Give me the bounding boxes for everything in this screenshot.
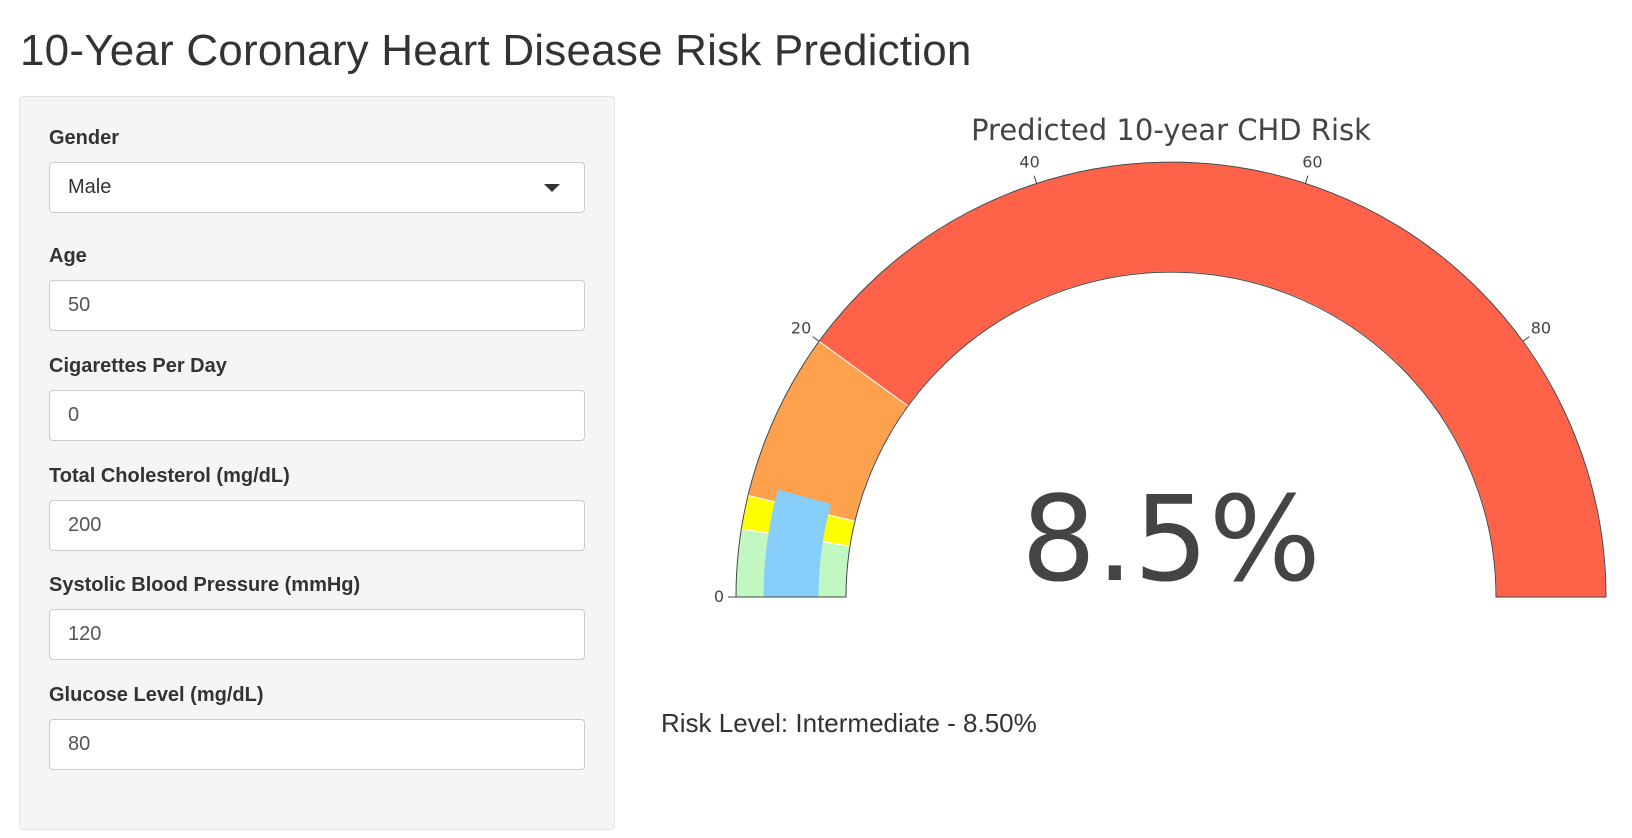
gauge-outline	[735, 161, 1607, 598]
gauge-value-bar	[763, 489, 831, 597]
gauge-tick-20	[812, 336, 820, 342]
gauge-tick-label-60: 60	[1302, 152, 1322, 171]
page-title: 10-Year Coronary Heart Disease Risk Pred…	[20, 26, 972, 75]
blood-pressure-input[interactable]: 120	[49, 609, 585, 660]
glucose-label: Glucose Level (mg/dL)	[49, 684, 264, 706]
cholesterol-input[interactable]: 200	[49, 500, 585, 551]
gauge-tick-80	[1522, 336, 1530, 342]
gender-selected-value: Male	[68, 176, 112, 198]
blood-pressure-label: Systolic Blood Pressure (mmHg)	[49, 574, 361, 596]
gauge-tick-label-40: 40	[1019, 152, 1039, 171]
risk-level-text: Risk Level: Intermediate - 8.50%	[661, 708, 1037, 738]
age-input[interactable]: 50	[49, 280, 585, 331]
cigarettes-input[interactable]: 0	[49, 390, 585, 441]
input-panel: Gender Male Age 50 Cigarettes Per Day 0 …	[19, 96, 615, 830]
gauge-title: Predicted 10-year CHD Risk	[971, 113, 1371, 147]
gender-label: Gender	[49, 127, 120, 149]
gauge-tick-40	[1033, 175, 1038, 184]
glucose-input[interactable]: 80	[49, 719, 585, 770]
gauge-tick-label-0: 0	[714, 587, 724, 606]
gauge-value: 8.5%	[1021, 470, 1321, 608]
gauge-tick-label-80: 80	[1531, 318, 1551, 337]
caret-down-icon	[544, 184, 560, 192]
age-label: Age	[49, 245, 87, 267]
gender-select[interactable]: Male	[49, 162, 585, 213]
risk-gauge-chart: Predicted 10-year CHD Risk 0 20 40 60 80 8.5…	[714, 113, 1607, 608]
gauge-tick-60	[1304, 175, 1309, 184]
cholesterol-label: Total Cholesterol (mg/dL)	[49, 465, 290, 487]
cigarettes-label: Cigarettes Per Day	[49, 355, 227, 377]
gauge-tick-label-20: 20	[791, 318, 811, 337]
